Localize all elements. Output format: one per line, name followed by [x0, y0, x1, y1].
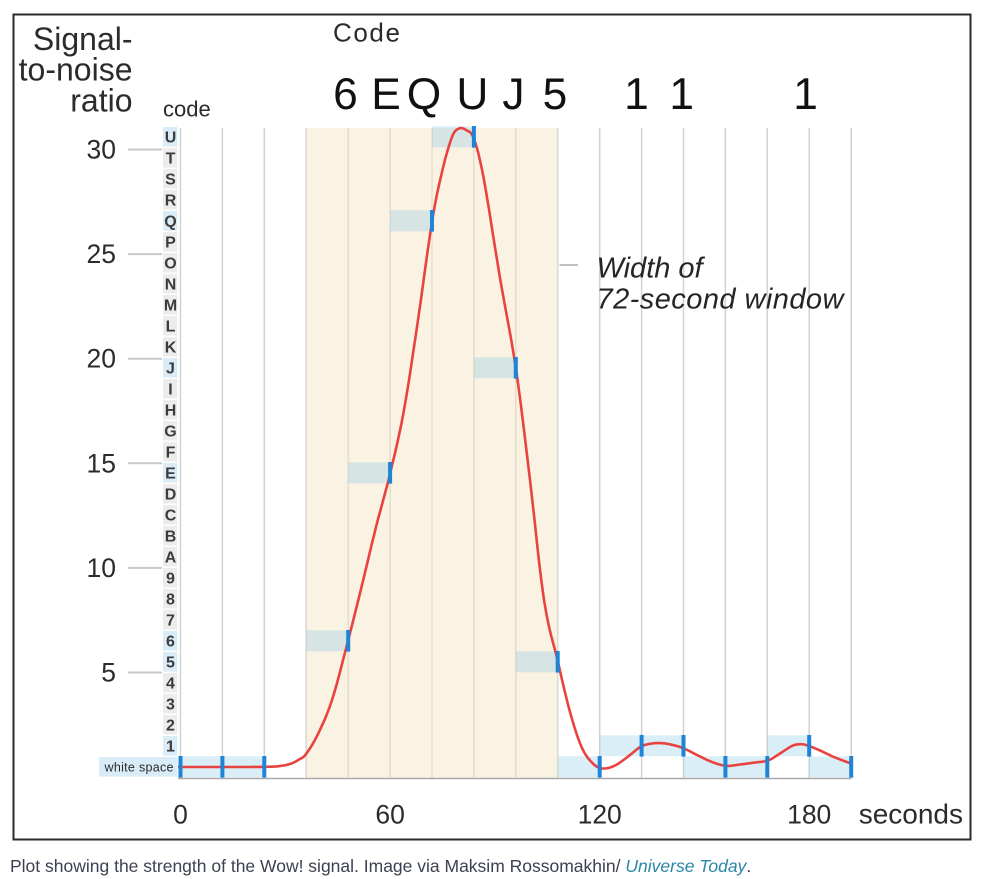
svg-text:K: K — [165, 340, 177, 357]
svg-text:F: F — [166, 445, 176, 462]
svg-text:120: 120 — [578, 800, 622, 830]
svg-text:72-second window: 72-second window — [597, 283, 846, 315]
svg-text:5: 5 — [543, 70, 568, 119]
svg-text:E: E — [165, 466, 176, 483]
svg-text:T: T — [166, 151, 176, 168]
svg-text:1: 1 — [669, 70, 694, 119]
svg-text:S: S — [165, 172, 176, 189]
svg-text:seconds: seconds — [859, 799, 963, 830]
svg-text:C: C — [165, 508, 177, 525]
svg-text:U: U — [456, 70, 488, 119]
svg-text:8: 8 — [166, 592, 175, 609]
svg-text:6: 6 — [166, 634, 175, 651]
svg-text:2: 2 — [166, 718, 175, 735]
svg-text:15: 15 — [87, 448, 116, 478]
svg-text:J: J — [166, 361, 175, 378]
svg-text:3: 3 — [166, 697, 175, 714]
svg-text:H: H — [165, 403, 177, 420]
svg-text:0: 0 — [173, 800, 188, 830]
svg-text:Q: Q — [407, 70, 441, 119]
svg-text:ratio: ratio — [70, 83, 132, 119]
svg-text:D: D — [165, 487, 177, 504]
svg-text:Signal-: Signal- — [33, 21, 133, 57]
svg-text:1: 1 — [624, 70, 649, 119]
svg-text:7: 7 — [166, 613, 175, 630]
svg-text:180: 180 — [787, 800, 831, 830]
svg-text:25: 25 — [87, 239, 116, 269]
svg-text:Plot showing the strength of t: Plot showing the strength of the Wow! si… — [10, 856, 751, 876]
svg-text:I: I — [168, 382, 172, 399]
svg-text:R: R — [165, 193, 177, 210]
svg-text:Q: Q — [164, 214, 176, 231]
svg-text:A: A — [165, 550, 177, 567]
svg-text:10: 10 — [87, 553, 116, 583]
svg-text:N: N — [165, 277, 177, 294]
svg-text:4: 4 — [166, 676, 175, 693]
svg-text:J: J — [502, 70, 524, 119]
svg-text:O: O — [164, 256, 176, 273]
svg-text:1: 1 — [793, 70, 818, 119]
svg-text:60: 60 — [375, 800, 404, 830]
svg-text:G: G — [164, 424, 176, 441]
svg-text:to-noise: to-noise — [19, 52, 133, 88]
svg-text:L: L — [166, 319, 176, 336]
svg-text:M: M — [164, 298, 177, 315]
svg-text:9: 9 — [166, 571, 175, 588]
svg-text:white space: white space — [104, 760, 174, 774]
svg-text:Code: Code — [333, 18, 402, 48]
svg-text:30: 30 — [87, 135, 116, 165]
svg-text:Width of: Width of — [597, 253, 706, 285]
svg-text:1: 1 — [166, 739, 175, 756]
svg-text:5: 5 — [166, 655, 175, 672]
svg-text:P: P — [165, 235, 176, 252]
svg-text:code: code — [163, 97, 211, 122]
svg-text:B: B — [165, 529, 177, 546]
svg-text:20: 20 — [87, 344, 116, 374]
svg-text:U: U — [165, 130, 177, 147]
svg-text:5: 5 — [101, 658, 116, 688]
svg-text:6: 6 — [333, 70, 358, 119]
svg-text:E: E — [371, 70, 401, 119]
